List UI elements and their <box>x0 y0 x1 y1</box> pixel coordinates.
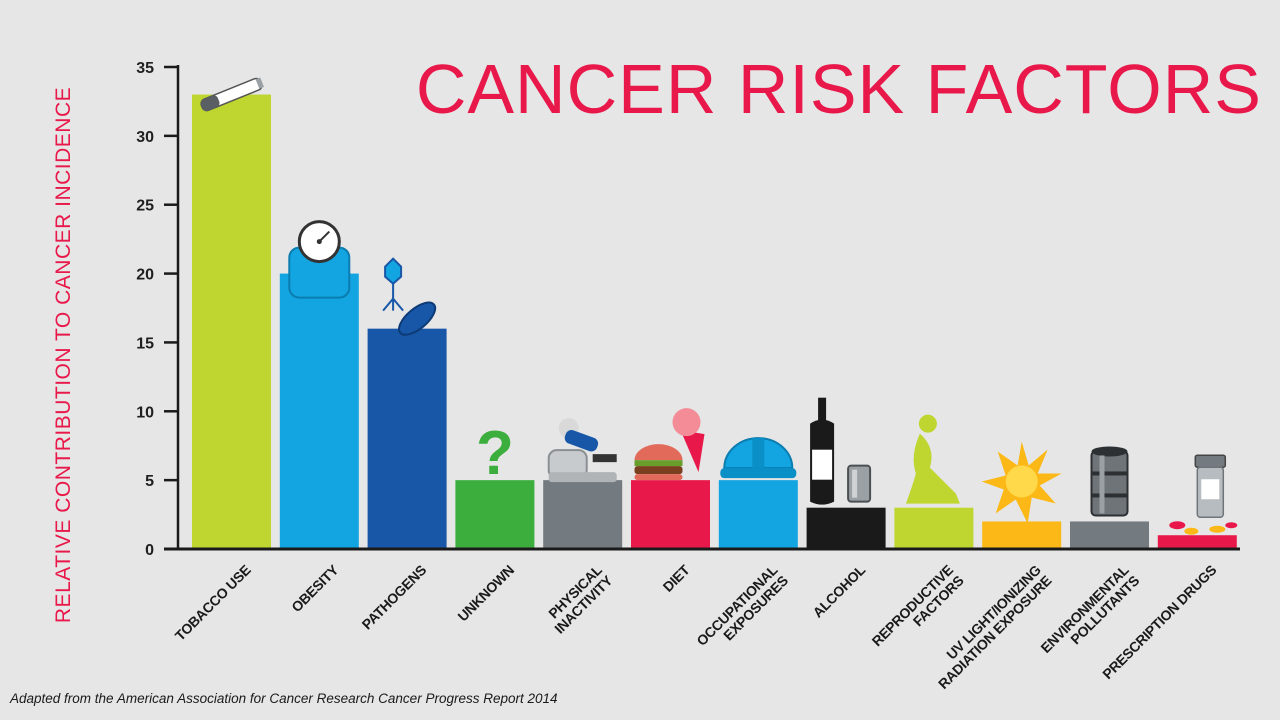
category-label: OCCUPATIONALEXPOSURES <box>693 561 791 659</box>
question-mark-icon: ? <box>476 419 514 488</box>
bar <box>455 480 535 549</box>
bar <box>806 507 886 549</box>
y-tick-label: 35 <box>136 60 154 77</box>
pathogen-icon <box>382 257 437 336</box>
bar <box>894 507 974 549</box>
y-tick-label: 25 <box>136 198 154 215</box>
chart-title: CANCER RISK FACTORS <box>416 50 1262 128</box>
bar <box>631 480 710 549</box>
category-label: ALCOHOL <box>809 561 868 620</box>
svg-text:?: ? <box>476 419 514 488</box>
y-axis: 0 5 10 15 20 25 30 35 <box>136 60 178 559</box>
cigarette-icon <box>200 77 264 112</box>
category-label: TOBACCO USE <box>172 562 254 644</box>
bar <box>543 480 623 549</box>
scale-icon <box>288 220 351 299</box>
category-label: PATHOGENS <box>359 562 430 633</box>
y-tick-label: 20 <box>136 267 154 284</box>
burger-icon <box>634 408 705 481</box>
bar <box>718 480 798 549</box>
hard-hat-icon <box>720 437 797 479</box>
category-label: UNKNOWN <box>454 562 517 625</box>
category-label: PHYSICALINACTIVITY <box>541 561 616 636</box>
x-axis-labels: TOBACCO USE OBESITY PATHOGENS UNKNOWN PHYSIC… <box>172 561 1220 692</box>
y-tick-label: 0 <box>145 542 154 559</box>
bar <box>1157 535 1237 549</box>
sun-icon <box>981 441 1062 524</box>
category-label: OBESITY <box>288 561 342 615</box>
wine-bottle-icon <box>810 397 872 505</box>
y-tick-label: 30 <box>136 129 154 146</box>
bar <box>982 521 1062 549</box>
source-note: Adapted from the American Association fo… <box>9 691 558 706</box>
category-label: DIET <box>660 561 694 595</box>
y-tick-label: 10 <box>136 404 154 421</box>
bars-group <box>192 94 1237 550</box>
y-tick-label: 15 <box>136 335 154 352</box>
y-tick-label: 5 <box>145 473 154 490</box>
bar <box>367 328 447 549</box>
bar <box>192 94 271 550</box>
y-axis-label: RELATIVE CONTRIBUTION TO CANCER INCIDENC… <box>52 87 75 623</box>
bar <box>1070 521 1149 549</box>
barrel-icon <box>1090 446 1129 517</box>
pill-bottle-icon <box>1169 454 1238 535</box>
couch-icon <box>547 418 617 483</box>
icons-group: ? <box>200 77 1238 535</box>
bar <box>279 273 359 549</box>
kneeling-figure-icon <box>905 414 960 504</box>
